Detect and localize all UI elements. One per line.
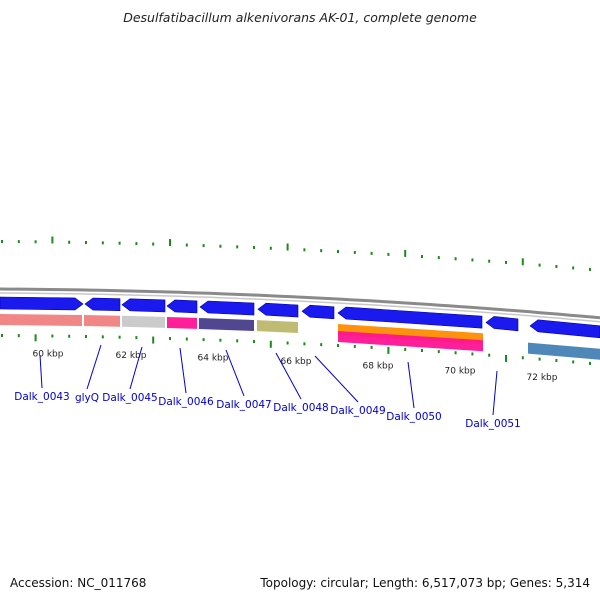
feature-segment	[84, 314, 120, 327]
gene-label-leader	[39, 354, 43, 389]
gene-label: Dalk_0048	[273, 402, 329, 414]
feature-color-strip	[0, 314, 600, 360]
gene-label: Dalk_0049	[330, 405, 386, 417]
gene-label: Dalk_0050	[386, 411, 442, 423]
feature-segment	[528, 342, 600, 360]
feature-segment	[122, 315, 165, 328]
outer-tick-marks	[1, 236, 591, 271]
gene-arrow	[199, 300, 255, 316]
gene-arrow	[485, 316, 519, 332]
gene-label: Dalk_0043	[14, 391, 70, 403]
gene-arrow	[121, 298, 166, 313]
gene-arrows	[0, 296, 600, 339]
gene-labels: Dalk_0043 glyQ Dalk_0045 Dalk_0046 Dalk_0047…	[14, 344, 521, 430]
feature-segment	[199, 317, 254, 332]
backbone-ring	[0, 287, 600, 323]
kbp-label: 72 kbp	[527, 373, 558, 383]
gene-label-leader	[314, 355, 359, 403]
gene-label-leader	[225, 349, 245, 397]
map-title: Desulfatibacillum alkenivorans AK-01, co…	[123, 10, 477, 25]
gene-arrow	[257, 302, 299, 318]
feature-segment	[257, 320, 298, 334]
topology-text: Topology: circular; Length: 6,517,073 bp…	[260, 576, 590, 590]
gene-label: Dalk_0045	[102, 392, 158, 404]
gene-arrow	[84, 297, 121, 312]
gene-label-leader	[275, 352, 302, 400]
kbp-scale-labels: 60 kbp 62 kbp 64 kbp 66 kbp 68 kbp 70 kbp 72 k…	[33, 349, 558, 382]
kbp-label: 60 kbp	[33, 349, 64, 359]
inner-tick-marks	[1, 334, 591, 365]
kbp-label: 68 kbp	[363, 361, 394, 371]
feature-segment	[0, 314, 82, 326]
feature-segment	[338, 331, 483, 352]
gene-label: Dalk_0047	[216, 399, 272, 411]
gene-arrow	[166, 299, 198, 314]
backbone-inner-line	[0, 292, 600, 323]
kbp-label: 64 kbp	[198, 353, 229, 363]
gene-label-leader	[492, 370, 498, 416]
gene-arrow	[0, 296, 84, 311]
kbp-label: 70 kbp	[445, 367, 476, 377]
gene-arrow	[337, 306, 483, 329]
gene-label-leader	[86, 344, 102, 390]
accession-text: Accession: NC_011768	[10, 576, 147, 590]
kbp-label: 66 kbp	[281, 357, 312, 367]
backbone-outer-line	[0, 287, 600, 320]
gene-label-leader	[129, 346, 143, 390]
gene-label: glyQ	[75, 392, 99, 404]
gene-label-leader	[407, 361, 415, 409]
kbp-label: 62 kbp	[116, 351, 147, 361]
gene-label-leader	[179, 347, 187, 394]
feature-segment	[167, 316, 197, 329]
gene-arrow	[529, 319, 600, 339]
gene-label: Dalk_0051	[465, 418, 521, 430]
gene-label: Dalk_0046	[158, 396, 214, 408]
gene-arrow	[301, 304, 335, 320]
